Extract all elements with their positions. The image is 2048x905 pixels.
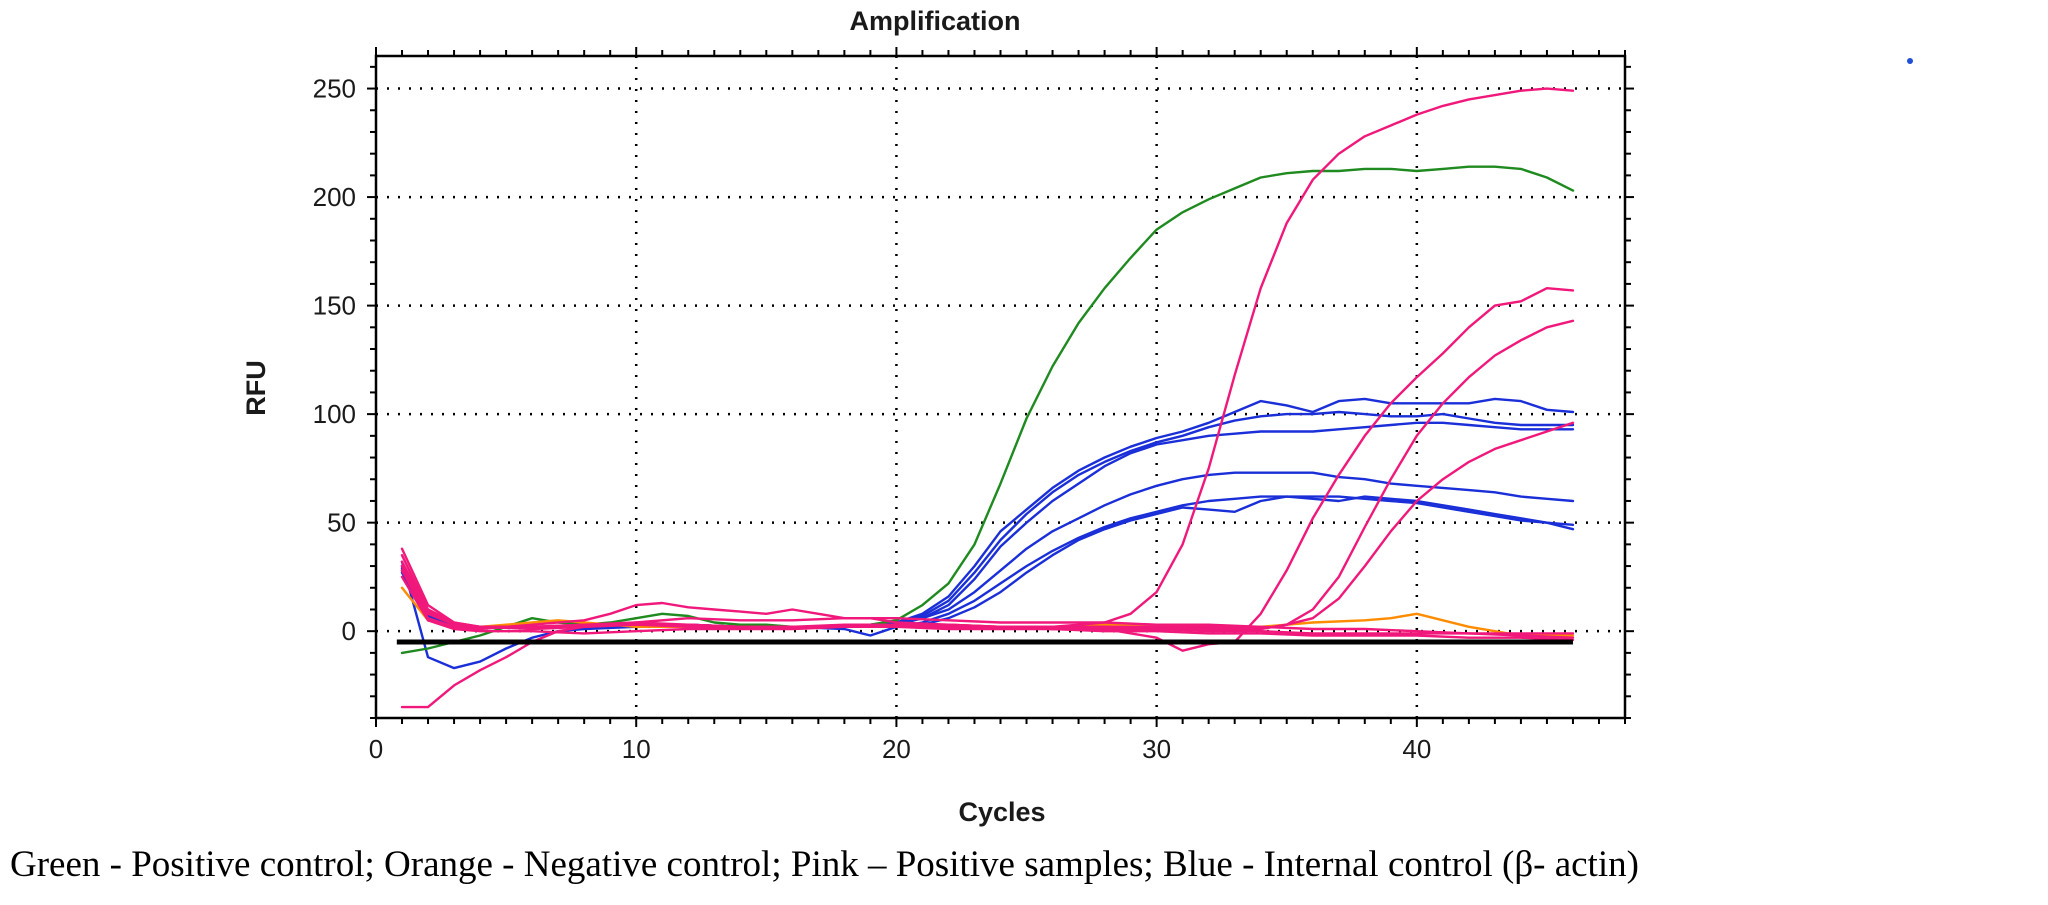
ticks-layer: 0 10 20 30 40 0 50 100 150 200 250: [313, 47, 1634, 764]
chart-title: Amplification: [849, 6, 1020, 36]
x-tick-label: 20: [882, 734, 911, 764]
y-tick-label: 150: [313, 291, 356, 321]
y-tick-label: 0: [342, 616, 356, 646]
x-tick-label: 30: [1142, 734, 1171, 764]
y-tick-label: 200: [313, 182, 356, 212]
marker-dot: [1907, 58, 1913, 64]
figure-caption: Green - Positive control; Orange - Negat…: [10, 844, 1639, 885]
series-line-internal-control: [400, 410, 1575, 628]
y-tick-label: 50: [327, 508, 356, 538]
x-tick-label: 10: [622, 734, 651, 764]
plot-frame: [374, 54, 1627, 720]
x-axis-label: Cycles: [958, 797, 1045, 827]
x-tick-label: 0: [369, 734, 383, 764]
x-tick-label: 40: [1402, 734, 1431, 764]
amplification-chart: Amplification 0 10 20 30 40 0 50 100 150 200 250 C…: [241, 6, 1634, 827]
y-axis-label: RFU: [241, 360, 271, 416]
series-line-positive-sample: [400, 547, 1575, 639]
series-line-internal-control: [400, 495, 1575, 637]
series-layer: [400, 87, 1575, 709]
series-line-positive-sample: [400, 421, 1575, 631]
y-tick-label: 100: [313, 399, 356, 429]
grid-layer: [376, 56, 1625, 718]
series-line-positive-sample: [400, 575, 1575, 642]
y-tick-label: 250: [313, 74, 356, 104]
